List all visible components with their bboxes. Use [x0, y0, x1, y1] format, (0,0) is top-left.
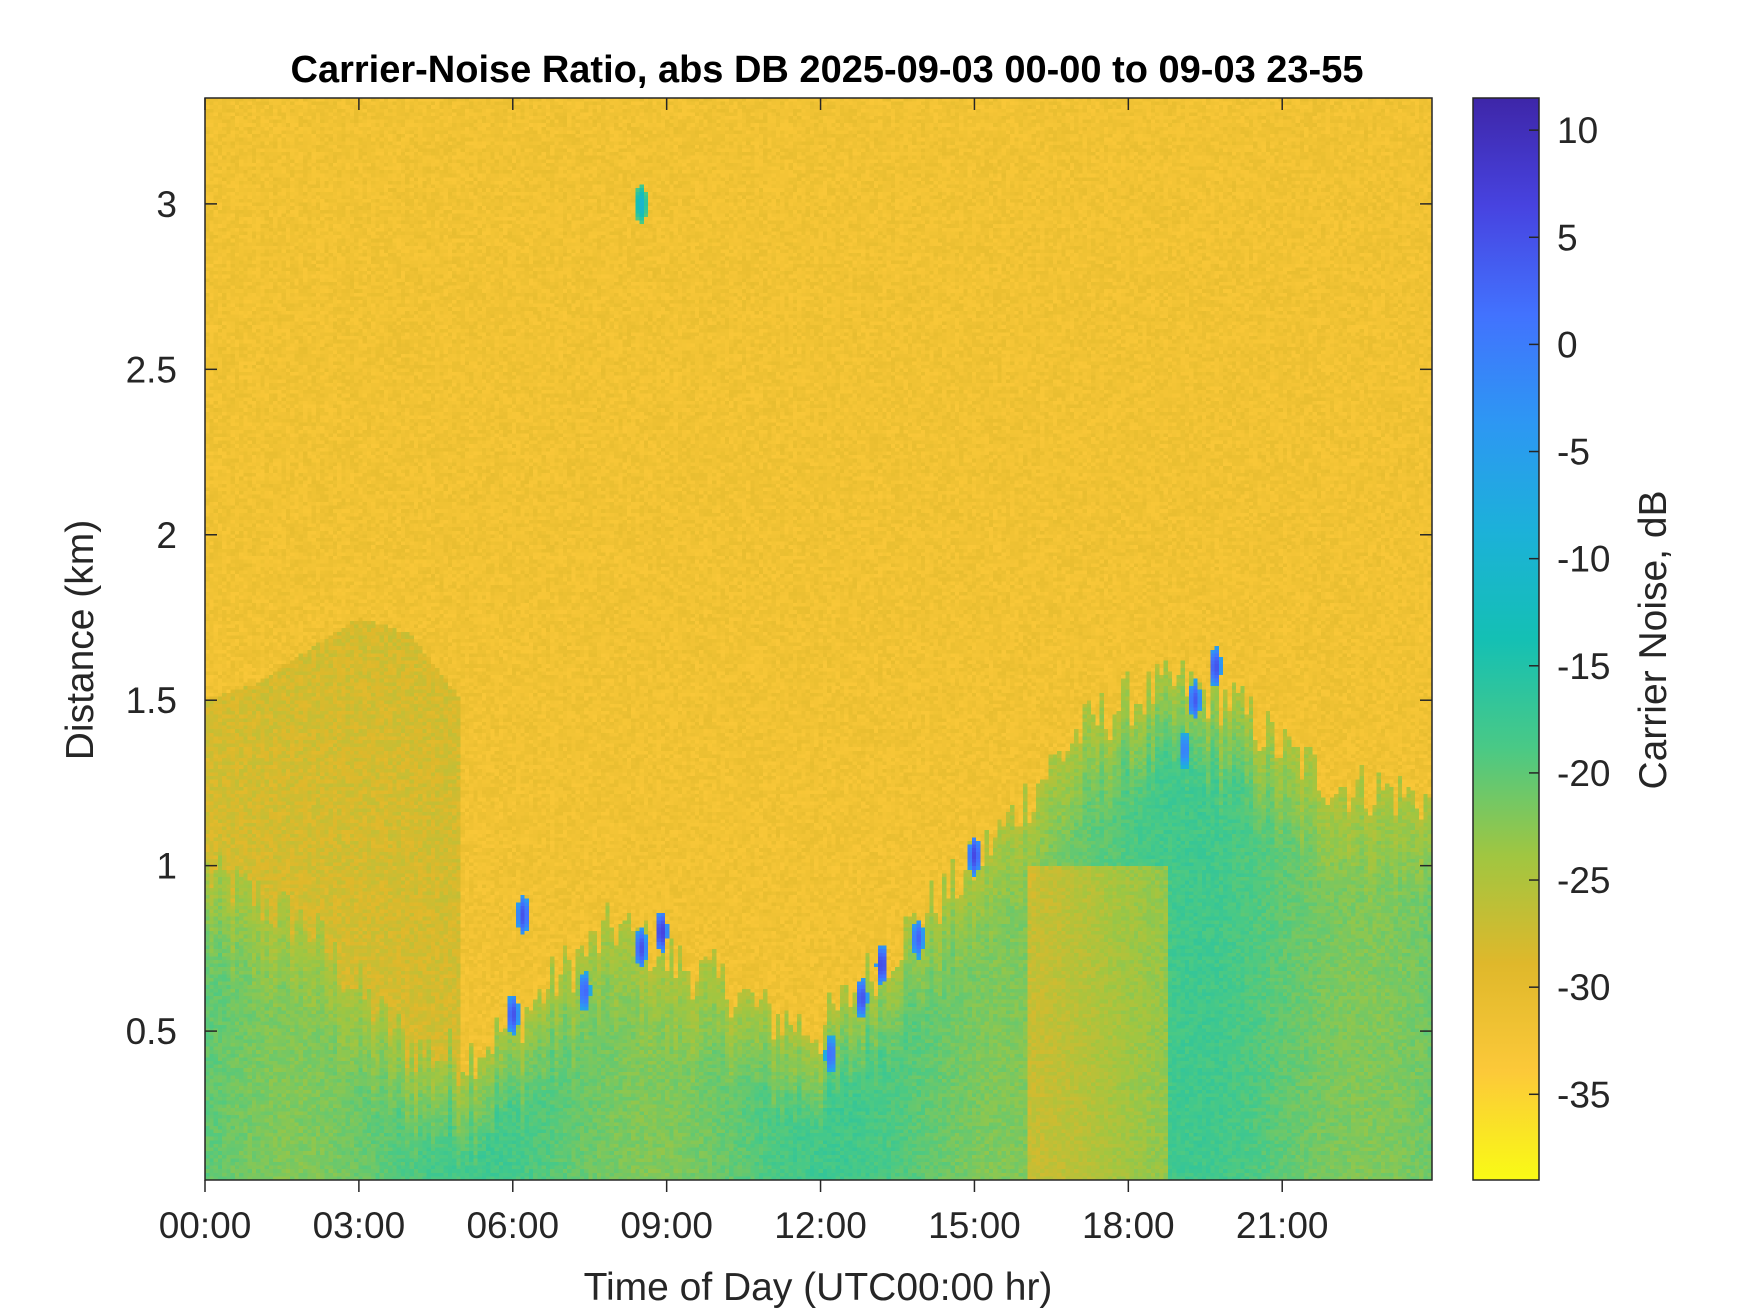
colorbar-ticks: 10 5 0 -5 -10 -15 -20 -25 -30 -35 [1529, 110, 1610, 1115]
colorbar-tick-label: 0 [1557, 324, 1578, 365]
colorbar-tick-label: -20 [1557, 753, 1610, 794]
x-tick-label: 00:00 [159, 1205, 252, 1246]
x-axis-label: Time of Day (UTC00:00 hr) [584, 1266, 1053, 1309]
colorbar-tick-label: 5 [1557, 217, 1578, 258]
colorbar-tick-label: -30 [1557, 967, 1610, 1008]
colorbar-scale [1472, 97, 1540, 1181]
y-tick-label: 1.5 [126, 680, 177, 721]
y-tick-label: 2 [156, 515, 177, 556]
y-axis-label: Distance (km) [59, 520, 102, 761]
x-tick-label: 03:00 [313, 1205, 406, 1246]
colorbar-label: Carrier Noise, dB [1632, 490, 1675, 789]
x-tick-label: 15:00 [928, 1205, 1021, 1246]
x-tick-label: 06:00 [466, 1205, 559, 1246]
colorbar-tick-label: -35 [1557, 1074, 1610, 1115]
x-tick-label: 09:00 [620, 1205, 713, 1246]
x-tick-label: 18:00 [1082, 1205, 1175, 1246]
colorbar-tick-label: 10 [1557, 110, 1598, 151]
plot-frame [204, 97, 1433, 1181]
y-tick-label: 2.5 [126, 349, 177, 390]
plot-area [204, 97, 1433, 1181]
y-tick-label: 1 [156, 846, 177, 887]
colorbar-tick-label: -5 [1557, 432, 1590, 473]
colorbar: 10 5 0 -5 -10 -15 -20 -25 -30 -35 Carrier Noise, … [1472, 97, 1675, 1181]
x-tick-label: 12:00 [774, 1205, 867, 1246]
x-axis: 00:00 03:00 06:00 09:00 12:00 15:00 18:00 21:00 [159, 98, 1329, 1246]
y-axis: 0.5 1 1.5 2 2.5 3 [126, 184, 1432, 1052]
x-tick-label: 21:00 [1236, 1205, 1329, 1246]
chart-title: Carrier-Noise Ratio, abs DB 2025-09-03 0… [291, 49, 1364, 91]
y-tick-label: 3 [156, 184, 177, 225]
colorbar-tick-label: -25 [1557, 860, 1610, 901]
colorbar-tick-label: -15 [1557, 646, 1610, 687]
colorbar-tick-label: -10 [1557, 539, 1610, 580]
heatmap-image [205, 98, 1432, 1180]
y-tick-label: 0.5 [126, 1011, 177, 1052]
